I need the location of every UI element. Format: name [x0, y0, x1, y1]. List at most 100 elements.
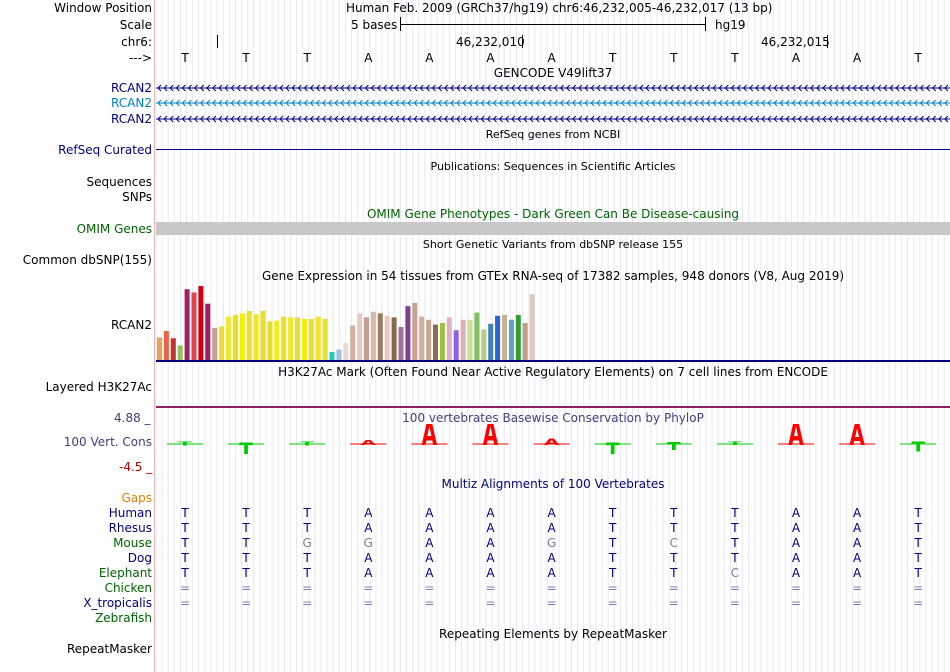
scale-value: 5 bases [351, 18, 398, 32]
multiz-base: A [486, 566, 495, 580]
multiz-base: A [547, 566, 556, 580]
scale-label: Scale [119, 18, 152, 32]
gencode-strand-arrows [157, 99, 949, 107]
multiz-base: = [729, 596, 740, 610]
phylop-letter: A [544, 437, 560, 447]
multiz-base: A [791, 521, 801, 535]
multiz-species-label[interactable]: Chicken [104, 581, 152, 595]
pubs-label-snps[interactable]: SNPs [122, 190, 152, 204]
multiz-base: = [241, 596, 252, 610]
scale-db: hg19 [715, 18, 746, 32]
rmsk-label[interactable]: RepeatMasker [66, 642, 152, 656]
gtex-bar [495, 315, 501, 360]
multiz-base: T [609, 551, 617, 565]
refseq-title: RefSeq genes from NCBI [485, 128, 621, 141]
multiz-base: T [303, 551, 311, 565]
multiz-base: T [242, 551, 250, 565]
dbsnp-label[interactable]: Common dbSNP(155) [22, 253, 152, 267]
refseq-line[interactable] [156, 149, 950, 150]
gtex-bar [212, 327, 218, 360]
omim-label[interactable]: OMIM Genes [76, 222, 152, 236]
gtex-bar [308, 318, 314, 360]
multiz-species-label[interactable]: Zebrafish [95, 611, 152, 625]
multiz-base: T [609, 506, 617, 520]
gtex-bar [488, 323, 494, 360]
multiz-base: = [485, 596, 496, 610]
gtex-bar [433, 324, 438, 360]
multiz-species-label[interactable]: X_tropicalis [83, 596, 152, 610]
gtex-label[interactable]: RCAN2 [111, 318, 152, 332]
gtex-bar [226, 316, 231, 360]
multiz-base: = [546, 596, 557, 610]
refseq-label[interactable]: RefSeq Curated [58, 143, 152, 157]
gtex-bar [219, 326, 225, 360]
gencode-track-label[interactable]: RCAN2 [111, 96, 152, 110]
multiz-base: A [425, 566, 434, 580]
phylop-letter: A [788, 424, 804, 453]
gtex-bar [163, 331, 169, 360]
multiz-base: = [241, 581, 252, 595]
multiz-species-label[interactable]: Rhesus [108, 521, 152, 535]
gencode-features[interactable] [156, 80, 950, 128]
multiz-base: T [670, 551, 678, 565]
phylop-letter: A [849, 424, 865, 452]
gtex-bar [522, 323, 528, 360]
pubs-label-sequences[interactable]: Sequences [86, 175, 152, 189]
multiz-base: A [852, 521, 862, 535]
multiz-base: A [364, 506, 373, 520]
multiz-base: A [547, 506, 556, 520]
gtex-bar [170, 338, 176, 360]
gtex-bar [502, 314, 507, 360]
multiz-base: T [242, 506, 250, 520]
multiz-base: = [607, 581, 618, 595]
gtex-bar [260, 310, 266, 360]
multiz-base: A [364, 566, 373, 580]
multiz-base: = [363, 581, 374, 595]
multiz-base: G [302, 536, 312, 550]
gencode-title: GENCODE V49lift37 [493, 66, 613, 80]
gtex-bar [253, 314, 259, 360]
phylop-letter: A [361, 439, 377, 447]
gaps-label[interactable]: Gaps [121, 491, 152, 505]
gtex-bar [412, 302, 418, 360]
multiz-species-label[interactable]: Mouse [113, 536, 152, 550]
phylop-letter: T [667, 440, 681, 452]
gtex-bar [377, 313, 383, 360]
gtex-bar [322, 318, 328, 360]
phylop-label[interactable]: 100 Vert. Cons [63, 435, 152, 449]
gtex-bar [246, 310, 252, 360]
multiz-base: T [181, 551, 189, 565]
gtex-bar-chart[interactable] [156, 284, 536, 360]
ruler-base: T [609, 51, 617, 65]
ruler-base: A [791, 51, 801, 65]
multiz-base: A [852, 566, 862, 580]
gencode-track-label[interactable]: RCAN2 [111, 112, 152, 126]
multiz-base: = [302, 581, 313, 595]
multiz-base: T [303, 566, 311, 580]
multiz-base: A [547, 521, 556, 535]
phylop-letter: T [239, 439, 253, 454]
h3k27ac-label[interactable]: Layered H3K27Ac [45, 380, 152, 394]
multiz-base: T [670, 521, 678, 535]
gtex-baseline [156, 360, 950, 362]
gtex-bar [405, 306, 411, 360]
multiz-base: A [486, 551, 495, 565]
multiz-base: A [425, 521, 434, 535]
omim-feature-bar[interactable] [156, 222, 950, 235]
multiz-species-label[interactable]: Elephant [98, 566, 152, 580]
gtex-bar [453, 330, 459, 360]
gtex-bar [426, 319, 432, 360]
phylop-title: 100 vertebrates Basewise Conservation by… [402, 411, 704, 425]
omim-title: OMIM Gene Phenotypes - Dark Green Can Be… [366, 207, 740, 221]
ruler-base: A [425, 51, 434, 65]
multiz-species-label[interactable]: Human [108, 506, 152, 520]
multiz-base: G [546, 536, 557, 550]
multiz-species-label[interactable]: Dog [127, 551, 152, 565]
gtex-bar [267, 321, 273, 360]
gtex-bar [384, 315, 390, 360]
h3k27ac-baseline[interactable] [156, 406, 950, 408]
gencode-track-label[interactable]: RCAN2 [111, 81, 152, 95]
multiz-base: A [791, 551, 801, 565]
label-divider [154, 0, 155, 672]
